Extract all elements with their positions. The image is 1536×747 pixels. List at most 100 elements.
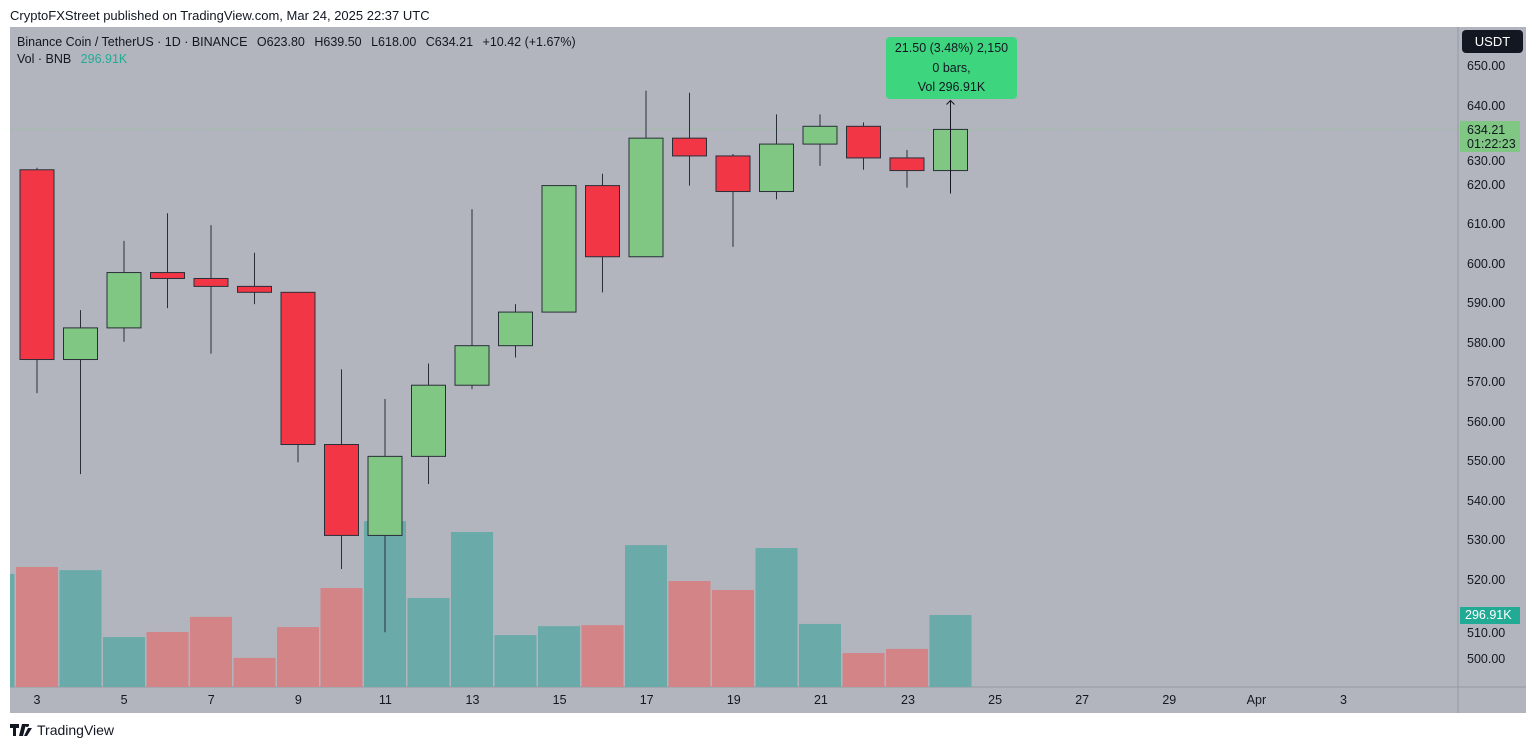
volume-bar xyxy=(320,588,363,687)
last-price-label: 634.21 01:22:23 xyxy=(1460,121,1520,152)
candle-body xyxy=(759,143,794,193)
candle-body xyxy=(802,125,838,145)
candle-body xyxy=(715,155,751,193)
price-tick-label: 640.00 xyxy=(1467,98,1506,113)
time-tick-label: 27 xyxy=(1075,693,1090,707)
tradingview-brand[interactable]: TradingView xyxy=(10,722,114,738)
legend-low: L618.00 xyxy=(371,35,417,49)
candle-body xyxy=(411,384,446,457)
candle-body xyxy=(63,327,98,361)
price-tick-label: 560.00 xyxy=(1467,414,1506,429)
candle-body xyxy=(628,137,664,258)
volume-bar xyxy=(929,615,972,687)
candle-body xyxy=(541,185,577,313)
volume-bar xyxy=(581,625,624,687)
currency-button[interactable]: USDT xyxy=(1462,30,1523,53)
time-tick-label: Apr xyxy=(1246,693,1267,707)
candle-body xyxy=(19,169,55,361)
volume-bar xyxy=(494,635,537,687)
measure-line-1: 21.50 (3.48%) 2,150 xyxy=(894,41,1009,55)
price-tick-label: 540.00 xyxy=(1467,493,1506,508)
volume-bar xyxy=(755,548,798,687)
candle-body xyxy=(150,272,185,279)
measure-line-2: 0 bars, xyxy=(932,60,971,75)
bar-countdown: 01:22:23 xyxy=(1467,137,1516,151)
candle-body xyxy=(672,137,707,157)
candle-body xyxy=(237,285,272,293)
legend-open: O623.80 xyxy=(256,35,305,49)
volume-bar xyxy=(146,631,189,687)
price-tick-label: 610.00 xyxy=(1467,217,1506,232)
volume-bar xyxy=(668,581,711,687)
price-tick-label: 510.00 xyxy=(1467,626,1506,640)
volume-bar xyxy=(625,545,667,687)
time-tick-label: 15 xyxy=(552,693,567,707)
candle-body xyxy=(454,345,490,386)
symbol-title[interactable]: Binance Coin / TetherUS · 1D · BINANCE xyxy=(17,35,248,49)
price-tick-label: 550.00 xyxy=(1467,454,1506,469)
volume-bar xyxy=(103,637,145,687)
price-tick-label: 600.00 xyxy=(1467,256,1506,271)
volume-bar xyxy=(277,627,319,687)
measure-tooltip: 21.50 (3.48%) 2,150 0 bars, Vol 296.91K xyxy=(886,37,1017,99)
volume-value: 296.91K xyxy=(80,52,128,66)
chart-canvas[interactable] xyxy=(10,27,1526,713)
candle-body xyxy=(193,277,229,287)
tradingview-logo-icon xyxy=(10,724,32,736)
price-tick-label: 520.00 xyxy=(1467,572,1506,587)
chart-frame[interactable] xyxy=(10,27,1526,713)
measure-arrow-head-icon xyxy=(946,99,955,105)
candle-body xyxy=(324,444,359,536)
time-tick-label: 3 xyxy=(33,693,41,707)
price-tick-label: 580.00 xyxy=(1467,335,1506,350)
price-tick-label: 590.00 xyxy=(1467,296,1506,311)
price-tick-label: 650.00 xyxy=(1467,59,1506,73)
time-tick-label: 7 xyxy=(207,693,215,707)
price-tick-label: 500.00 xyxy=(1467,651,1506,666)
volume-label[interactable]: Vol · BNB xyxy=(17,52,72,66)
time-tick-label: 29 xyxy=(1162,693,1177,707)
volume-bar xyxy=(799,623,841,687)
legend-close: C634.21 xyxy=(425,35,474,49)
time-tick-label: 3 xyxy=(1340,693,1347,707)
volume-bar xyxy=(842,653,885,687)
volume-bar xyxy=(712,590,754,687)
time-tick-label: 13 xyxy=(465,693,480,707)
measure-line-3: Vol 296.91K xyxy=(917,80,986,94)
brand-name: TradingView xyxy=(37,722,115,738)
price-tick-label: 530.00 xyxy=(1467,533,1506,548)
volume-bar xyxy=(10,573,15,687)
volume-bar xyxy=(190,616,232,687)
candle-body xyxy=(367,455,403,536)
candle-body xyxy=(585,185,620,258)
price-tick-label: 570.00 xyxy=(1467,375,1506,390)
time-tick-label: 25 xyxy=(988,693,1003,707)
volume-bar xyxy=(407,598,450,687)
legend-change: +10.42 (+1.67%) xyxy=(482,35,576,49)
time-tick-label: 11 xyxy=(378,693,392,707)
time-tick-label: 23 xyxy=(901,693,915,707)
candle-body xyxy=(280,291,316,446)
price-tick-label: 630.00 xyxy=(1467,154,1506,168)
volume-bar xyxy=(886,648,928,687)
candle-body xyxy=(498,311,533,347)
price-tick-label: 620.00 xyxy=(1467,177,1506,192)
candle-body xyxy=(889,157,925,172)
publisher-line: CryptoFXStreet published on TradingView.… xyxy=(10,8,430,23)
candle-body xyxy=(846,125,881,159)
time-tick-label: 19 xyxy=(726,693,741,707)
chart-legend: Binance Coin / TetherUS · 1D · BINANCE O… xyxy=(17,34,582,68)
time-tick-label: 21 xyxy=(813,693,828,707)
time-tick-label: 17 xyxy=(639,693,654,707)
volume-bar xyxy=(233,657,276,687)
candle-body xyxy=(106,272,142,329)
volume-bar xyxy=(451,532,493,687)
time-tick-label: 5 xyxy=(120,693,128,707)
legend-high: H639.50 xyxy=(314,35,362,49)
last-price: 634.21 xyxy=(1467,123,1506,137)
last-volume-label: 296.91K xyxy=(1460,607,1520,624)
volume-bar xyxy=(538,626,580,687)
volume-bar xyxy=(59,570,102,687)
volume-bar xyxy=(16,566,58,687)
time-tick-label: 9 xyxy=(294,693,302,707)
